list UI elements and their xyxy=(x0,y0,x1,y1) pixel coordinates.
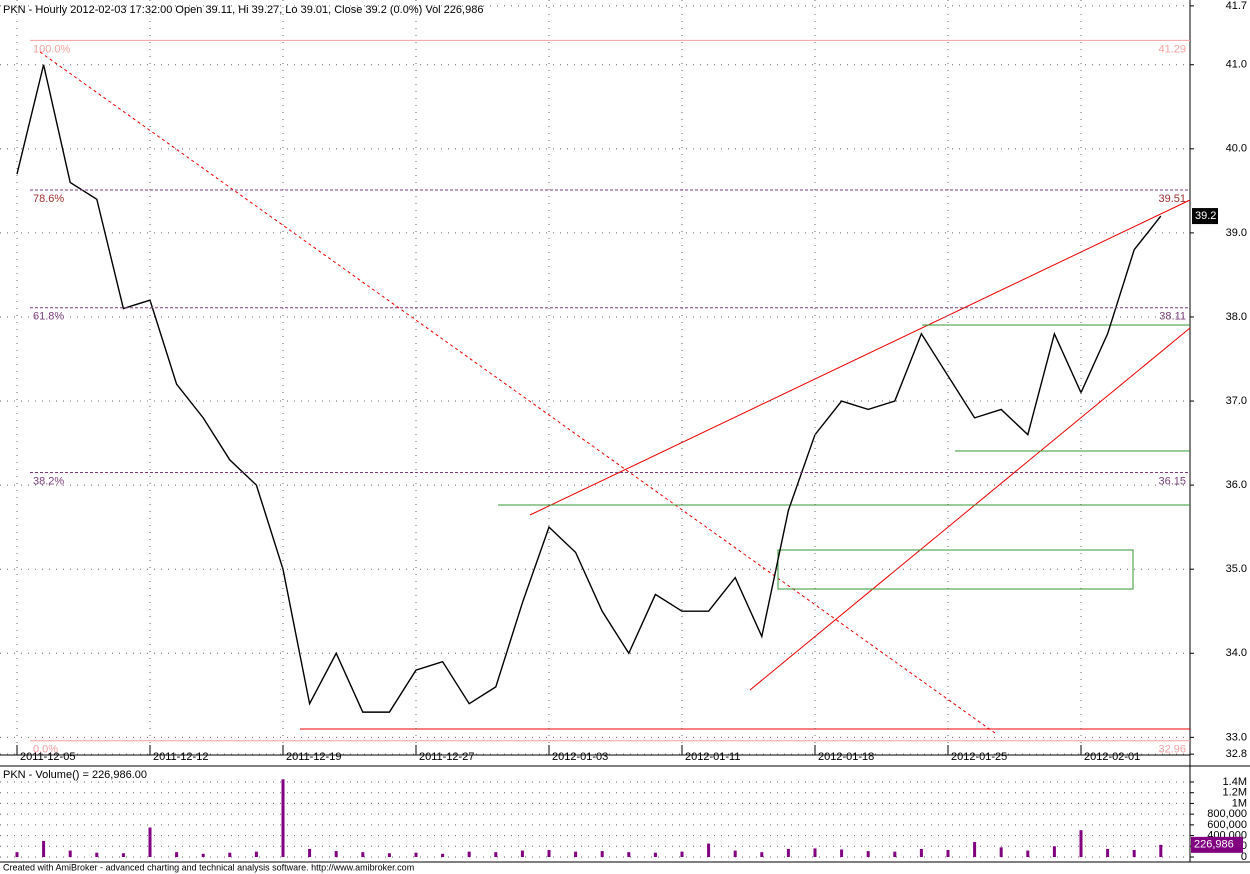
fib-value: 41.29 xyxy=(1158,43,1186,55)
last-price-box xyxy=(1192,208,1218,225)
volume-bar xyxy=(520,850,524,857)
y-tick-label: 35.0 xyxy=(1226,563,1247,575)
volume-bar xyxy=(121,853,125,857)
volume-bar xyxy=(494,852,498,857)
volume-bar xyxy=(15,852,19,857)
fib-label: 100.0% xyxy=(33,43,71,55)
fib-label: 61.8% xyxy=(33,311,64,323)
volume-bar xyxy=(813,848,817,857)
volume-bar xyxy=(175,852,179,857)
y-tick-label: 37.0 xyxy=(1226,395,1247,407)
volume-bar xyxy=(653,852,657,857)
x-tick-label: 2012-02-01 xyxy=(1084,751,1140,763)
volume-bar xyxy=(1106,848,1110,857)
volume-bar xyxy=(600,851,604,857)
volume-bar xyxy=(973,842,977,857)
y-tick-label: 41.7 xyxy=(1226,0,1247,12)
x-tick-label: 2012-01-25 xyxy=(951,751,1007,763)
y-tick-label: 39.0 xyxy=(1226,227,1247,239)
volume-bar xyxy=(387,853,391,857)
y-tick-label: 33.0 xyxy=(1226,731,1247,743)
volume-bar xyxy=(733,850,737,857)
volume-bar xyxy=(627,852,631,857)
volume-bar xyxy=(254,851,258,857)
fib-value: 32.96 xyxy=(1158,744,1186,756)
volume-bar xyxy=(1052,846,1056,857)
fib-label: 78.6% xyxy=(33,193,64,205)
trend-line xyxy=(749,327,1191,691)
volume-bar xyxy=(414,852,418,857)
y-tick-label: 32.8 xyxy=(1226,748,1247,760)
volume-bar xyxy=(574,851,578,857)
volume-bar xyxy=(201,853,205,857)
volume-bar xyxy=(441,853,445,857)
volume-bar xyxy=(919,848,923,857)
y-tick-label: 34.0 xyxy=(1226,647,1247,659)
price-line xyxy=(16,64,1162,713)
y-tick-label: 800,000 xyxy=(1207,808,1247,820)
volume-bar xyxy=(95,852,99,857)
y-tick-label: 1M xyxy=(1232,797,1247,809)
volume-bar xyxy=(228,852,232,857)
volume-bar xyxy=(308,848,312,857)
footer: Created with AmiBroker - advanced charti… xyxy=(3,862,414,872)
fib-value: 39.51 xyxy=(1158,193,1186,205)
last-price-label: 39.2 xyxy=(1195,210,1216,222)
volume-bar xyxy=(1079,830,1083,857)
volume-bar xyxy=(547,850,551,857)
fib-label: 38.2% xyxy=(33,475,64,487)
fib-label: 0.0% xyxy=(33,744,58,756)
x-tick-label: 2011-12-12 xyxy=(153,751,208,763)
volume-bar xyxy=(361,852,365,857)
volume-bar xyxy=(42,840,46,857)
y-tick-label: 41.0 xyxy=(1226,59,1247,71)
volume-bar xyxy=(786,848,790,857)
x-tick-label: 2011-12-19 xyxy=(286,751,341,763)
volume-bar xyxy=(866,851,870,857)
volume-bar xyxy=(946,850,950,857)
y-tick-label: 0 xyxy=(1241,851,1247,863)
volume-bar xyxy=(680,851,684,857)
volume-bar xyxy=(1132,850,1136,857)
last-volume-box xyxy=(1191,836,1243,853)
volume-bar xyxy=(999,847,1003,857)
last-volume-label: 226,986 xyxy=(1194,839,1234,851)
y-tick-label: 40.0 xyxy=(1226,143,1247,155)
y-tick-label: 1.2M xyxy=(1223,787,1247,799)
volume-bar xyxy=(467,851,471,857)
y-tick-label: 600,000 xyxy=(1207,819,1247,831)
volume-bar xyxy=(334,851,338,857)
y-tick-label: 38.0 xyxy=(1226,311,1247,323)
volume-bar xyxy=(707,843,711,857)
chart-title: PKN - Hourly 2012-02-03 17:32:00 Open 39… xyxy=(3,4,483,16)
volume-title: PKN - Volume() = 226,986.00 xyxy=(3,769,147,781)
x-tick-label: 2011-12-05 xyxy=(20,751,75,763)
y-tick-label: 36.0 xyxy=(1226,479,1247,491)
x-tick-label: 2012-01-18 xyxy=(818,751,874,763)
x-tick-label: 2012-01-11 xyxy=(685,751,740,763)
volume-bar xyxy=(760,852,764,857)
y-tick-label: 1.4M xyxy=(1223,776,1247,788)
x-tick-label: 2011-12-27 xyxy=(419,751,474,763)
volume-bar xyxy=(281,779,285,857)
volume-bar xyxy=(893,851,897,857)
volume-bar xyxy=(840,849,844,857)
trend-line xyxy=(529,199,1191,516)
fib-value: 36.15 xyxy=(1158,475,1186,487)
volume-bar xyxy=(148,827,152,857)
volume-bar xyxy=(68,850,72,857)
fib-value: 38.11 xyxy=(1159,311,1186,323)
volume-bar xyxy=(1159,844,1163,857)
x-tick-label: 2012-01-03 xyxy=(552,751,608,763)
volume-bar xyxy=(1026,850,1030,857)
